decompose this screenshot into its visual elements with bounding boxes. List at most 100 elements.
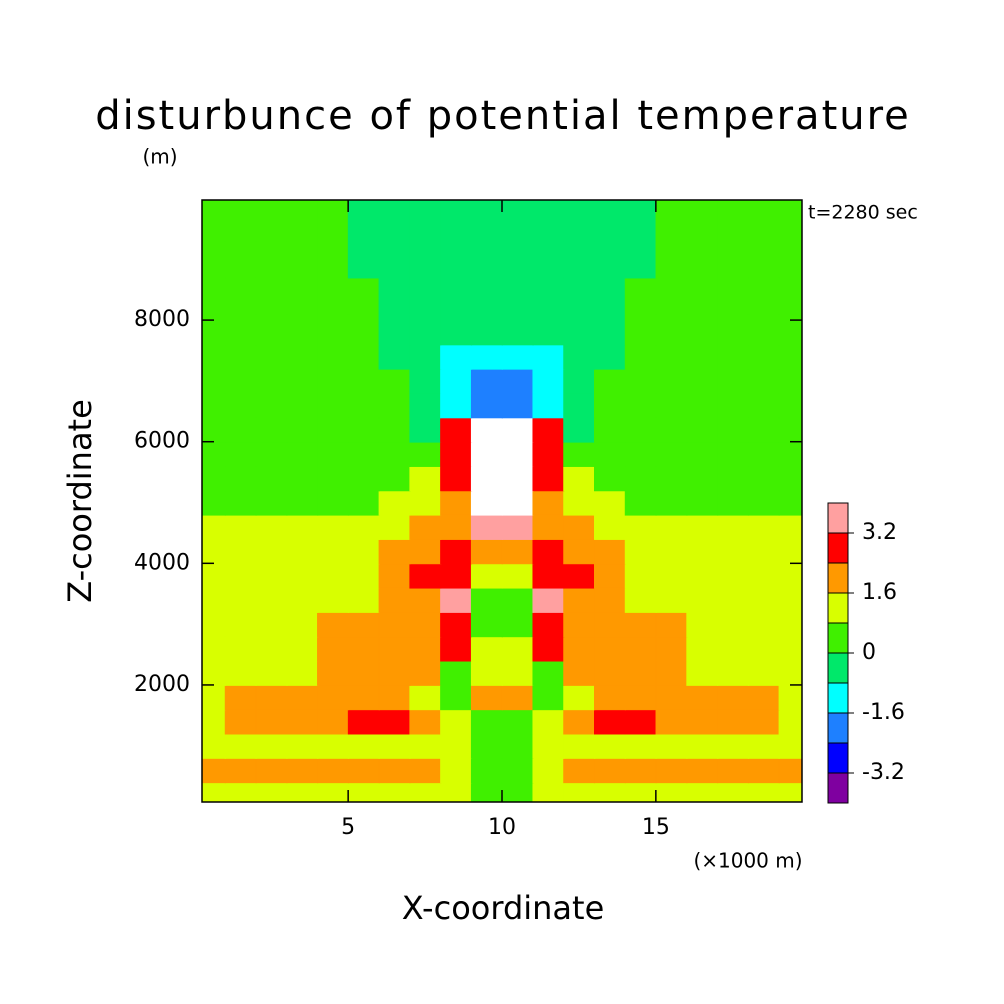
contour-cell bbox=[594, 240, 626, 279]
contour-cell bbox=[255, 344, 288, 370]
contour-cell bbox=[624, 781, 657, 802]
contour-cell bbox=[286, 465, 319, 492]
contour-cell bbox=[286, 313, 319, 346]
contour-cell bbox=[594, 757, 626, 784]
contour-cell bbox=[255, 708, 288, 735]
contour-cell bbox=[501, 441, 534, 467]
contour-cell bbox=[532, 313, 565, 346]
contour-cell bbox=[747, 514, 780, 540]
contour-cell bbox=[202, 392, 226, 419]
contour-cell bbox=[532, 781, 565, 802]
contour-cell bbox=[686, 514, 719, 540]
contour-cell bbox=[470, 563, 503, 589]
contour-cell bbox=[594, 200, 626, 242]
contour-cell bbox=[717, 538, 750, 565]
contour-cell bbox=[501, 417, 534, 443]
contour-cell bbox=[563, 441, 596, 467]
contour-cell bbox=[286, 441, 319, 467]
contour-cell bbox=[532, 538, 565, 565]
contour-cell bbox=[470, 465, 503, 492]
contour-cell bbox=[717, 611, 750, 638]
contour-cell bbox=[655, 465, 688, 492]
contour-cell bbox=[347, 277, 380, 315]
contour-cell bbox=[501, 313, 534, 346]
y-tick-label: 8000 bbox=[134, 307, 190, 332]
contour-cell bbox=[224, 635, 257, 662]
contour-cell bbox=[563, 392, 596, 419]
contour-cell bbox=[202, 277, 226, 315]
contour-cell bbox=[563, 611, 596, 638]
y-tick-label: 4000 bbox=[134, 550, 190, 575]
contour-cell bbox=[440, 563, 473, 589]
contour-cell bbox=[563, 635, 596, 662]
contour-cell bbox=[686, 611, 719, 638]
contour-cell bbox=[347, 757, 380, 784]
contour-cell bbox=[655, 587, 688, 613]
contour-cell bbox=[224, 344, 257, 370]
contour-cell bbox=[202, 733, 226, 759]
contour-cell bbox=[347, 587, 380, 613]
contour-cell bbox=[286, 200, 319, 242]
contour-cell bbox=[747, 490, 780, 516]
contour-cell bbox=[202, 757, 226, 784]
contour-cell bbox=[686, 344, 719, 370]
axes: 5 10 15 2000 4000 6000 8000 -3.2 -1.6 0 1.6 3.2 bbox=[134, 200, 905, 840]
contour-cell bbox=[594, 733, 626, 759]
contour-cell bbox=[409, 684, 442, 711]
contour-cell bbox=[594, 368, 626, 394]
contour-cell bbox=[594, 313, 626, 346]
colorbar-band bbox=[827, 622, 849, 654]
contour-cell bbox=[347, 465, 380, 492]
contour-cell bbox=[686, 368, 719, 394]
contour-cell bbox=[594, 781, 626, 802]
contour-cell bbox=[440, 733, 473, 759]
contour-cell bbox=[224, 611, 257, 638]
contour-cell bbox=[624, 392, 657, 419]
contour-cell bbox=[202, 368, 226, 394]
contour-cell bbox=[470, 277, 503, 315]
contour-cell bbox=[594, 417, 626, 443]
contour-cell bbox=[624, 200, 657, 242]
contour-cell bbox=[532, 684, 565, 711]
contour-cell bbox=[470, 368, 503, 394]
contour-cell bbox=[563, 417, 596, 443]
contour-cell bbox=[470, 344, 503, 370]
contour-cell bbox=[747, 200, 780, 242]
contour-cell bbox=[594, 684, 626, 711]
contour-cell bbox=[717, 277, 750, 315]
contour-cell bbox=[501, 538, 534, 565]
contour-cell bbox=[655, 660, 688, 686]
contour-cell bbox=[255, 465, 288, 492]
contour-cell bbox=[347, 781, 380, 802]
contour-cell bbox=[501, 368, 534, 394]
contour-cell bbox=[501, 465, 534, 492]
contour-cell bbox=[594, 465, 626, 492]
contour-cell bbox=[624, 465, 657, 492]
contour-cell bbox=[686, 465, 719, 492]
contour-cell bbox=[317, 277, 350, 315]
contour-cell bbox=[470, 733, 503, 759]
contour-cell bbox=[378, 538, 411, 565]
colorbar-band bbox=[827, 682, 849, 714]
contour-cell bbox=[255, 587, 288, 613]
y-unit: (m) bbox=[142, 145, 177, 169]
contour-cell bbox=[747, 313, 780, 346]
contour-cell bbox=[378, 368, 411, 394]
contour-cell bbox=[563, 757, 596, 784]
contour-cell bbox=[347, 313, 380, 346]
contour-cell bbox=[440, 660, 473, 686]
contour-cell bbox=[378, 514, 411, 540]
contour-cell bbox=[532, 441, 565, 467]
contour-cell bbox=[255, 538, 288, 565]
contour-cell bbox=[440, 313, 473, 346]
contour-cell bbox=[717, 660, 750, 686]
contour-cell bbox=[655, 684, 688, 711]
contour-cell bbox=[778, 660, 802, 686]
contour-cell bbox=[470, 514, 503, 540]
contour-cell bbox=[317, 392, 350, 419]
contour-cell bbox=[409, 344, 442, 370]
contour-cell bbox=[286, 538, 319, 565]
contour-cell bbox=[347, 240, 380, 279]
contour-cell bbox=[378, 611, 411, 638]
contour-cell bbox=[686, 757, 719, 784]
